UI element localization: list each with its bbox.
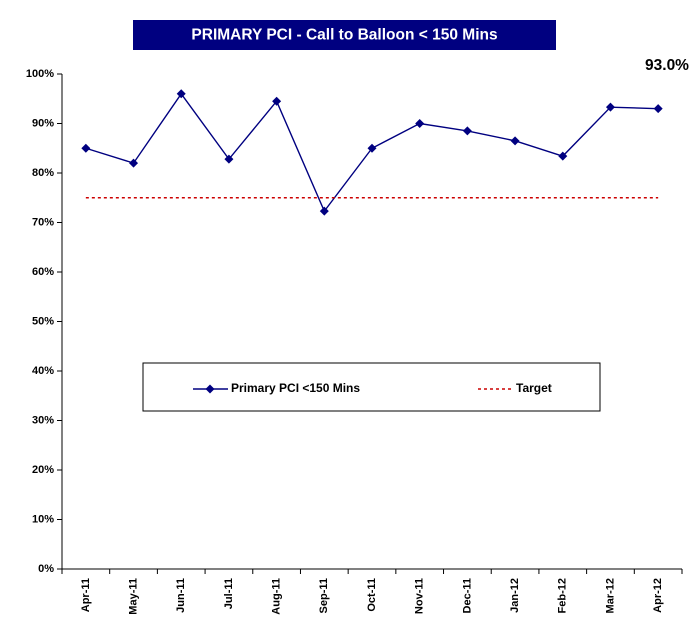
x-tick-label: Mar-12	[604, 578, 616, 613]
marker	[224, 154, 234, 164]
y-tick-label: 0%	[38, 563, 54, 575]
marker	[367, 143, 377, 153]
marker	[81, 143, 91, 153]
x-tick-label: Aug-11	[271, 578, 283, 615]
y-tick-label: 20%	[32, 464, 54, 476]
x-tick-label: Jan-12	[509, 578, 521, 613]
chart-title: PRIMARY PCI - Call to Balloon < 150 Mins	[191, 27, 497, 44]
x-tick-label: Jun-11	[175, 578, 187, 613]
y-tick-label: 70%	[32, 216, 54, 228]
legend-label: Primary PCI <150 Mins	[231, 381, 360, 395]
y-tick-label: 90%	[32, 117, 54, 129]
marker	[510, 136, 520, 146]
marker	[176, 89, 186, 99]
x-tick-label: Sep-11	[318, 578, 330, 613]
y-tick-label: 40%	[32, 365, 54, 377]
y-tick-label: 100%	[26, 68, 54, 80]
x-tick-label: Nov-11	[414, 578, 426, 614]
y-tick-label: 60%	[32, 266, 54, 278]
x-tick-label: May-11	[127, 578, 139, 615]
marker	[558, 151, 568, 161]
x-tick-label: Apr-11	[80, 578, 92, 612]
marker	[653, 104, 663, 114]
x-tick-label: Feb-12	[557, 578, 569, 613]
x-tick-label: Jul-11	[223, 578, 235, 609]
marker	[272, 96, 282, 106]
annotation: 93.0%	[645, 57, 689, 74]
legend-label: Target	[516, 381, 552, 395]
y-tick-label: 50%	[32, 315, 54, 327]
marker	[319, 206, 329, 216]
y-tick-label: 80%	[32, 167, 54, 179]
marker	[415, 119, 425, 128]
x-tick-label: Oct-11	[366, 578, 378, 612]
marker	[129, 158, 139, 168]
legend-marker	[205, 384, 215, 394]
x-tick-label: Apr-12	[652, 578, 664, 613]
y-tick-label: 10%	[32, 513, 54, 525]
title-box	[133, 20, 556, 50]
marker	[462, 126, 472, 136]
y-tick-label: 30%	[32, 414, 54, 426]
x-tick-label: Dec-11	[461, 578, 473, 613]
marker	[605, 102, 615, 112]
legend-box	[142, 362, 601, 412]
